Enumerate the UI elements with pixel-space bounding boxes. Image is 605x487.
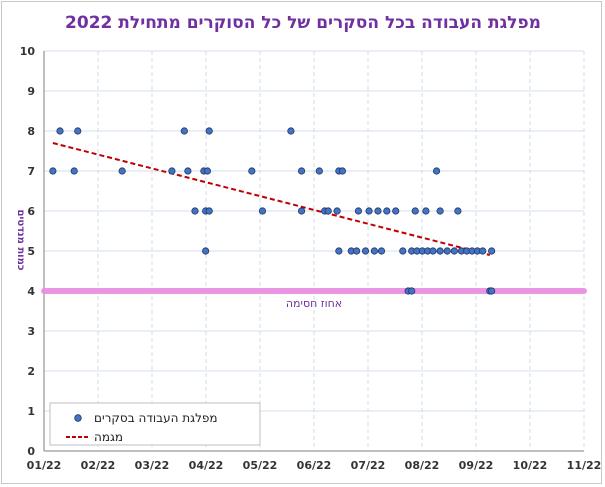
data-point <box>370 247 378 255</box>
data-point <box>338 167 347 175</box>
x-tick-label: 02/22 <box>81 459 116 472</box>
y-tick-label: 5 <box>27 245 35 258</box>
data-point <box>436 247 444 255</box>
grid <box>43 50 585 452</box>
data-point <box>399 247 407 255</box>
x-tick-label: 01/22 <box>27 459 62 472</box>
y-axis-label: כמות מנדטים <box>15 210 26 271</box>
data-point <box>258 207 267 215</box>
data-point <box>335 247 343 255</box>
data-point <box>205 127 213 135</box>
scatter-points <box>49 127 496 295</box>
legend-label-trend: מגמה <box>94 430 123 444</box>
data-point <box>429 247 437 255</box>
x-tick-label: 04/22 <box>189 459 224 472</box>
data-point <box>191 207 199 215</box>
x-tick-label: 09/22 <box>459 459 494 472</box>
trend-line-path <box>52 142 491 256</box>
data-point <box>365 207 373 215</box>
y-tick-label: 6 <box>27 205 35 218</box>
x-tick-label: 08/22 <box>405 459 440 472</box>
data-point <box>74 127 82 135</box>
data-point <box>374 207 382 215</box>
data-point <box>411 207 419 215</box>
y-tick-label: 10 <box>20 45 36 58</box>
y-tick-label: 3 <box>27 325 35 338</box>
chart-title: מפלגת העבודה בכל הסקרים של כל הסוקרים מת… <box>65 13 541 33</box>
data-point <box>361 247 370 255</box>
x-tick-label: 07/22 <box>351 459 386 472</box>
data-point <box>383 207 391 215</box>
data-point <box>202 247 210 255</box>
x-tick-label: 05/22 <box>243 459 278 472</box>
data-point <box>248 167 256 175</box>
y-tick-label: 4 <box>27 285 35 298</box>
data-point <box>287 127 295 135</box>
data-point <box>324 207 332 215</box>
x-axis-ticks: 01/22 02/22 03/22 04/22 05/22 06/22 07/22 08/22… <box>27 459 602 472</box>
legend: מפלגת העבודה בסקרים מגמה <box>49 402 261 446</box>
data-point <box>454 207 462 215</box>
data-point <box>377 247 386 255</box>
y-tick-label: 0 <box>27 445 35 458</box>
legend-scatter-marker <box>74 414 82 422</box>
data-point <box>56 127 64 135</box>
threshold-label: אחוז חסימה <box>286 297 342 310</box>
y-tick-label: 7 <box>27 165 35 178</box>
y-tick-label: 1 <box>27 405 35 418</box>
data-point <box>450 247 458 255</box>
data-point <box>168 167 176 175</box>
data-point <box>488 247 496 255</box>
data-point <box>297 167 306 175</box>
data-point <box>422 207 430 215</box>
x-tick-label: 03/22 <box>135 459 170 472</box>
trend-line <box>52 142 491 256</box>
data-point <box>436 207 444 215</box>
data-point <box>180 127 188 135</box>
data-point <box>297 207 306 215</box>
y-axis-ticks: 0 1 2 3 4 5 6 7 8 9 10 <box>20 45 36 458</box>
x-tick-label: 10/22 <box>513 459 548 472</box>
data-point <box>118 167 126 175</box>
data-point <box>479 247 487 255</box>
data-point <box>354 207 363 215</box>
data-point <box>205 207 213 215</box>
y-tick-label: 9 <box>27 85 35 98</box>
x-tick-label: 11/22 <box>567 459 602 472</box>
threshold-band: אחוז חסימה <box>41 288 587 310</box>
data-point <box>333 207 341 215</box>
data-point <box>443 247 451 255</box>
data-point <box>315 167 323 175</box>
data-point <box>488 287 496 295</box>
data-point <box>353 247 361 255</box>
data-point <box>184 167 192 175</box>
data-point <box>203 167 212 175</box>
data-point <box>49 167 57 175</box>
data-point <box>408 287 416 295</box>
data-point <box>432 167 441 175</box>
legend-label-scatter: מפלגת העבודה בסקרים <box>94 411 218 425</box>
data-point <box>70 167 78 175</box>
y-tick-label: 2 <box>27 365 35 378</box>
x-tick-label: 06/22 <box>297 459 332 472</box>
y-tick-label: 8 <box>27 125 35 138</box>
data-point <box>392 207 400 215</box>
